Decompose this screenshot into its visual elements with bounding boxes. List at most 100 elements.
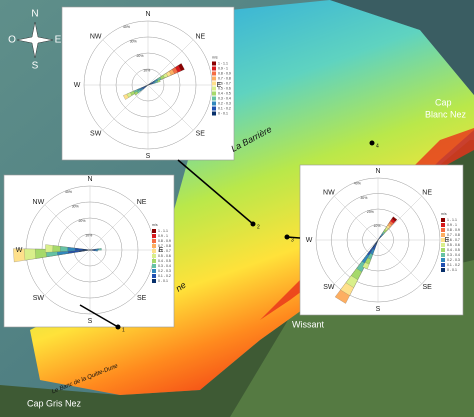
direction-label: SW — [33, 295, 45, 302]
place-label: ne — [174, 280, 188, 294]
direction-label: SE — [137, 295, 147, 302]
spoke — [147, 39, 194, 86]
deep-sea — [330, 0, 474, 95]
ring-label: 20% — [136, 54, 143, 58]
legend-label: 0.7 - 0.8 — [218, 76, 231, 80]
legend-label: 0.8 - 0.9 — [158, 239, 171, 243]
spoke — [44, 204, 91, 251]
site-point — [284, 234, 290, 240]
legend-label: 0.2 - 0.3 — [158, 269, 171, 273]
ring-label: 40% — [123, 25, 130, 29]
site-label: 1 — [122, 327, 125, 333]
legend-label: 0.3 - 0.4 — [218, 96, 231, 100]
compass-e: E — [55, 35, 62, 46]
legend-swatch — [212, 61, 216, 66]
legend-swatch — [152, 274, 156, 278]
legend-swatch — [212, 106, 216, 111]
spoke — [377, 196, 422, 241]
legend-swatch — [441, 228, 445, 232]
legend-swatch — [441, 238, 445, 242]
legend-swatch — [441, 223, 445, 227]
spoke — [377, 239, 422, 284]
direction-label: S — [146, 153, 151, 160]
legend-label: 0.4 - 0.5 — [447, 248, 460, 252]
spoke — [44, 249, 91, 296]
direction-label: NW — [90, 33, 102, 40]
direction-label: N — [375, 168, 380, 175]
legend-label: 0.5 - 0.6 — [158, 254, 171, 258]
legend-label: 0.3 - 0.4 — [447, 253, 460, 257]
place-label: Cap — [435, 97, 452, 107]
site-label: 2 — [257, 224, 260, 230]
legend-label: 0.6 - 0.7 — [158, 249, 171, 253]
spoke — [147, 84, 194, 131]
legend-label: 0 - 0.1 — [158, 279, 168, 283]
direction-label: W — [16, 247, 23, 254]
legend-swatch — [152, 249, 156, 253]
legend-label: 0.4 - 0.5 — [158, 259, 171, 263]
spoke — [89, 204, 136, 251]
legend-title: m/s — [441, 212, 447, 216]
legend-swatch — [152, 259, 156, 263]
legend-swatch — [152, 279, 156, 283]
site-point — [250, 221, 256, 227]
legend-label: 0.9 - 1 — [158, 234, 168, 238]
legend-label: 0.8 - 0.9 — [218, 71, 231, 75]
legend-label: 0.9 - 1 — [218, 66, 228, 70]
spoke — [102, 84, 149, 131]
ring-label: 20% — [367, 210, 374, 214]
rose: N NE E SE S SW W NW 10% 20% 30% 40% m/s1 - 1.10.9 - … — [61, 6, 235, 161]
ring-label: 20% — [78, 219, 85, 223]
legend-swatch — [212, 76, 216, 81]
rose: N NE E SE S SW W NW 10% 20% 30% 40% m/s1 - 1.10.9 - … — [3, 174, 175, 328]
place-label: Cap Gris Nez — [27, 398, 82, 408]
ring-label: 10% — [373, 224, 380, 228]
legend-title: m/s — [212, 55, 218, 59]
direction-label: NW — [323, 189, 335, 196]
petal — [82, 248, 91, 251]
direction-label: E — [445, 237, 450, 244]
legend-swatch — [441, 233, 445, 237]
compass-n: N — [31, 9, 38, 20]
legend-swatch — [212, 81, 216, 86]
spoke — [89, 249, 136, 296]
legend-label: 0.4 - 0.5 — [218, 91, 231, 95]
ring-label: 40% — [65, 190, 72, 194]
legend-swatch — [212, 71, 216, 76]
legend-swatch — [212, 66, 216, 71]
legend-swatch — [152, 269, 156, 273]
legend-label: 0.1 - 0.2 — [447, 263, 460, 267]
direction-label: S — [376, 306, 381, 313]
direction-label: SW — [90, 130, 102, 137]
direction-label: SW — [323, 284, 335, 291]
legend-swatch — [152, 244, 156, 248]
spoke — [102, 39, 149, 86]
legend-label: 0.1 - 0.2 — [218, 106, 231, 110]
legend-swatch — [152, 234, 156, 238]
legend-swatch — [441, 218, 445, 222]
compass-s: S — [32, 61, 39, 72]
arrow — [177, 159, 254, 225]
rose: N NE E SE S SW W NW 10% 20% 30% 40% m/s1 - 1.10.9 - … — [299, 164, 464, 316]
legend-label: 0.5 - 0.6 — [447, 243, 460, 247]
legend-label: 0.6 - 0.7 — [218, 81, 231, 85]
direction-label: NE — [195, 33, 205, 40]
legend-title: m/s — [152, 223, 158, 227]
site-point — [369, 140, 375, 146]
legend-label: 1 - 1.1 — [158, 229, 168, 233]
legend-swatch — [212, 111, 216, 116]
petal — [145, 84, 149, 88]
direction-label: W — [306, 237, 313, 244]
ring-label: 40% — [354, 182, 361, 186]
direction-label: N — [145, 11, 150, 18]
direction-label: S — [88, 318, 93, 325]
legend-swatch — [441, 253, 445, 257]
legend-label: 0 - 0.1 — [447, 268, 457, 272]
legend-swatch — [441, 248, 445, 252]
site-point — [115, 324, 121, 330]
legend-swatch — [212, 101, 216, 106]
legend-swatch — [441, 268, 445, 272]
legend-label: 0.1 - 0.2 — [158, 274, 171, 278]
direction-label: NE — [422, 189, 432, 196]
